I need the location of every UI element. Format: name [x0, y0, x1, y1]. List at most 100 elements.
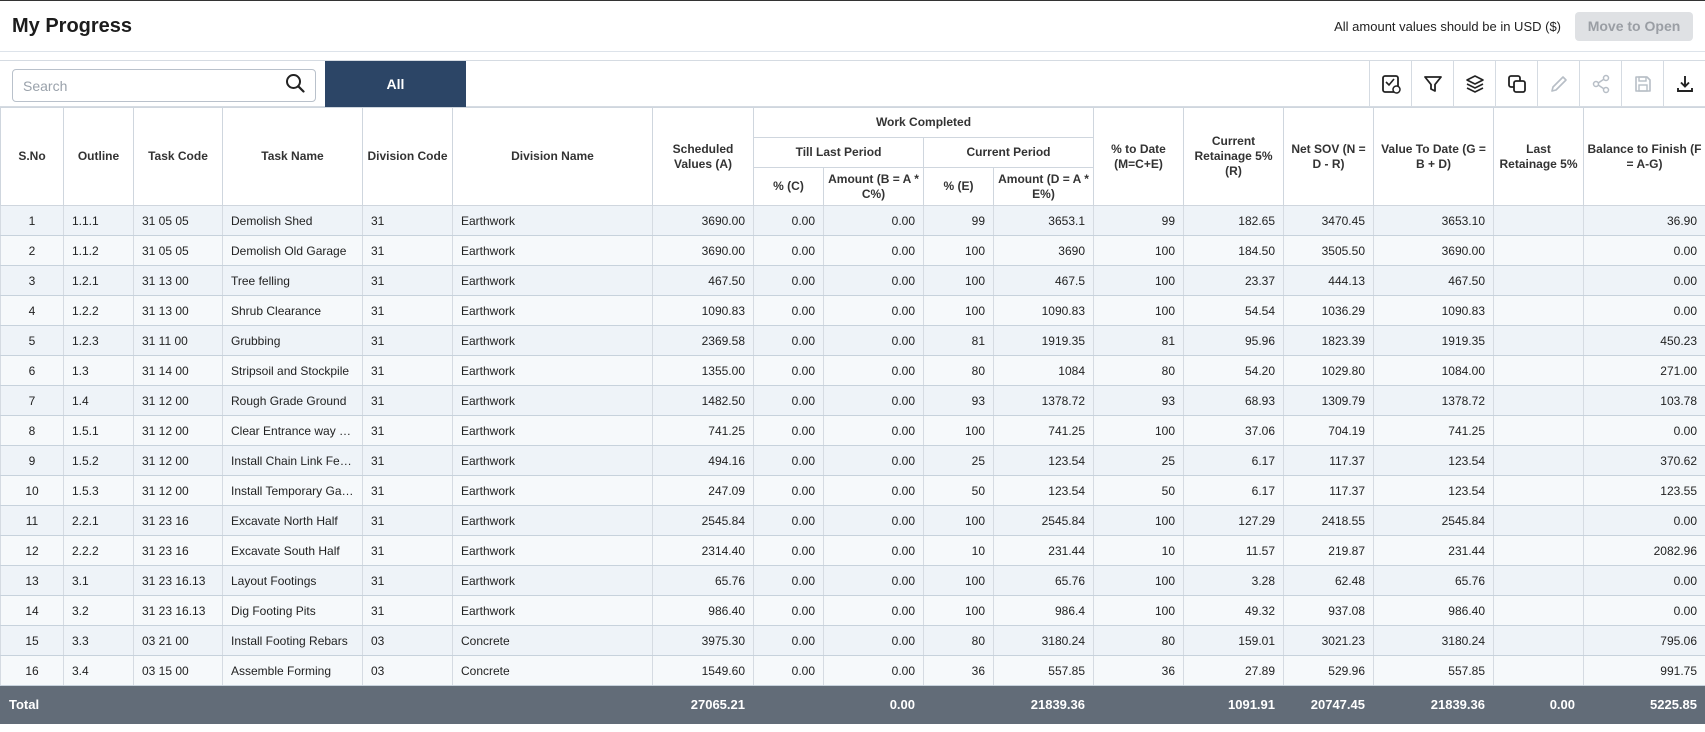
cell-current-retainage[interactable]: 23.37	[1183, 265, 1284, 296]
cell-amount-b[interactable]: 0.00	[823, 505, 924, 536]
cell-amount-d[interactable]: 123.54	[993, 475, 1094, 506]
cell-value-to-date[interactable]: 557.85	[1373, 655, 1494, 686]
cell-pct-to-date[interactable]: 100	[1093, 565, 1184, 596]
cell-sno[interactable]: 16	[0, 655, 64, 686]
cell-pct-c[interactable]: 0.00	[753, 295, 824, 326]
table-row[interactable]: 12 2.2.2 31 23 16 Excavate South Half 31 Eart…	[0, 535, 1705, 566]
cell-scheduled-values[interactable]: 1355.00	[652, 355, 754, 386]
cell-task-name[interactable]: Demolish Shed	[222, 205, 363, 236]
cell-task-name[interactable]: Install Temporary Gat...	[222, 475, 363, 506]
cell-balance-to-finish[interactable]: 991.75	[1583, 655, 1705, 686]
cell-current-retainage[interactable]: 182.65	[1183, 205, 1284, 236]
save-icon[interactable]	[1621, 61, 1663, 107]
table-row[interactable]: 6 1.3 31 14 00 Stripsoil and Stockpile 31 Ear…	[0, 355, 1705, 386]
cell-amount-b[interactable]: 0.00	[823, 625, 924, 656]
cell-outline[interactable]: 1.5.3	[63, 475, 134, 506]
cell-current-retainage[interactable]: 6.17	[1183, 445, 1284, 476]
cell-task-code[interactable]: 31 14 00	[133, 355, 223, 386]
cell-outline[interactable]: 3.4	[63, 655, 134, 686]
cell-last-retainage[interactable]	[1493, 205, 1584, 236]
cell-division-name[interactable]: Earthwork	[452, 235, 653, 266]
cell-pct-c[interactable]: 0.00	[753, 235, 824, 266]
cell-division-name[interactable]: Earthwork	[452, 265, 653, 296]
cell-last-retainage[interactable]	[1493, 295, 1584, 326]
cell-amount-d[interactable]: 1084	[993, 355, 1094, 386]
cell-value-to-date[interactable]: 1084.00	[1373, 355, 1494, 386]
table-row[interactable]: 4 1.2.2 31 13 00 Shrub Clearance 31 Earthwork…	[0, 295, 1705, 326]
col-header-value-to-date[interactable]: Value To Date (G = B + D)	[1373, 107, 1494, 206]
cell-value-to-date[interactable]: 467.50	[1373, 265, 1494, 296]
cell-balance-to-finish[interactable]: 370.62	[1583, 445, 1705, 476]
table-row[interactable]: 7 1.4 31 12 00 Rough Grade Ground 31 Earthwor…	[0, 385, 1705, 416]
cell-task-code[interactable]: 31 12 00	[133, 415, 223, 446]
cell-pct-e[interactable]: 100	[923, 295, 994, 326]
cell-value-to-date[interactable]: 3653.10	[1373, 205, 1494, 236]
col-header-current-retainage[interactable]: Current Retainage 5% (R)	[1183, 107, 1284, 206]
cell-amount-b[interactable]: 0.00	[823, 445, 924, 476]
cell-scheduled-values[interactable]: 3690.00	[652, 205, 754, 236]
cell-pct-e[interactable]: 100	[923, 235, 994, 266]
cell-pct-e[interactable]: 36	[923, 655, 994, 686]
cell-value-to-date[interactable]: 3690.00	[1373, 235, 1494, 266]
cell-division-code[interactable]: 31	[362, 385, 453, 416]
cell-pct-e[interactable]: 50	[923, 475, 994, 506]
cell-net-sov[interactable]: 219.87	[1283, 535, 1374, 566]
cell-pct-e[interactable]: 100	[923, 565, 994, 596]
copy-icon[interactable]	[1495, 61, 1537, 107]
cell-last-retainage[interactable]	[1493, 535, 1584, 566]
cell-division-code[interactable]: 31	[362, 535, 453, 566]
cell-scheduled-values[interactable]: 3975.30	[652, 625, 754, 656]
cell-scheduled-values[interactable]: 65.76	[652, 565, 754, 596]
cell-pct-to-date[interactable]: 80	[1093, 355, 1184, 386]
cell-amount-b[interactable]: 0.00	[823, 475, 924, 506]
cell-amount-b[interactable]: 0.00	[823, 205, 924, 236]
cell-balance-to-finish[interactable]: 0.00	[1583, 595, 1705, 626]
move-to-open-button[interactable]: Move to Open	[1575, 11, 1693, 41]
cell-amount-d[interactable]: 3180.24	[993, 625, 1094, 656]
cell-outline[interactable]: 1.5.1	[63, 415, 134, 446]
col-header-pct-e[interactable]: % (E)	[923, 167, 994, 206]
cell-pct-c[interactable]: 0.00	[753, 655, 824, 686]
cell-pct-to-date[interactable]: 100	[1093, 235, 1184, 266]
cell-division-code[interactable]: 31	[362, 505, 453, 536]
cell-task-name[interactable]: Dig Footing Pits	[222, 595, 363, 626]
cell-task-code[interactable]: 31 12 00	[133, 385, 223, 416]
cell-task-code[interactable]: 31 05 05	[133, 235, 223, 266]
cell-net-sov[interactable]: 529.96	[1283, 655, 1374, 686]
cell-balance-to-finish[interactable]: 103.78	[1583, 385, 1705, 416]
cell-pct-c[interactable]: 0.00	[753, 565, 824, 596]
cell-amount-d[interactable]: 741.25	[993, 415, 1094, 446]
cell-pct-e[interactable]: 80	[923, 355, 994, 386]
save-view-icon[interactable]	[1369, 61, 1411, 107]
cell-value-to-date[interactable]: 986.40	[1373, 595, 1494, 626]
cell-division-name[interactable]: Concrete	[452, 625, 653, 656]
cell-outline[interactable]: 1.2.3	[63, 325, 134, 356]
col-header-scheduled-values[interactable]: Scheduled Values (A)	[652, 107, 754, 206]
cell-pct-e[interactable]: 100	[923, 415, 994, 446]
layers-icon[interactable]	[1453, 61, 1495, 107]
cell-current-retainage[interactable]: 11.57	[1183, 535, 1284, 566]
cell-pct-to-date[interactable]: 100	[1093, 295, 1184, 326]
cell-last-retainage[interactable]	[1493, 445, 1584, 476]
cell-value-to-date[interactable]: 123.54	[1373, 475, 1494, 506]
cell-division-code[interactable]: 31	[362, 565, 453, 596]
cell-outline[interactable]: 3.1	[63, 565, 134, 596]
cell-scheduled-values[interactable]: 1090.83	[652, 295, 754, 326]
cell-balance-to-finish[interactable]: 795.06	[1583, 625, 1705, 656]
cell-division-code[interactable]: 31	[362, 355, 453, 386]
cell-division-code[interactable]: 31	[362, 445, 453, 476]
cell-task-code[interactable]: 31 23 16	[133, 535, 223, 566]
cell-division-code[interactable]: 31	[362, 415, 453, 446]
cell-value-to-date[interactable]: 741.25	[1373, 415, 1494, 446]
cell-division-code[interactable]: 31	[362, 475, 453, 506]
cell-division-name[interactable]: Earthwork	[452, 445, 653, 476]
table-row[interactable]: 9 1.5.2 31 12 00 Install Chain Link Fen... 3…	[0, 445, 1705, 476]
cell-task-code[interactable]: 31 11 00	[133, 325, 223, 356]
cell-task-name[interactable]: Rough Grade Ground	[222, 385, 363, 416]
cell-value-to-date[interactable]: 1090.83	[1373, 295, 1494, 326]
cell-scheduled-values[interactable]: 1482.50	[652, 385, 754, 416]
cell-pct-c[interactable]: 0.00	[753, 625, 824, 656]
cell-division-name[interactable]: Earthwork	[452, 325, 653, 356]
cell-outline[interactable]: 1.1.2	[63, 235, 134, 266]
cell-outline[interactable]: 1.2.2	[63, 295, 134, 326]
